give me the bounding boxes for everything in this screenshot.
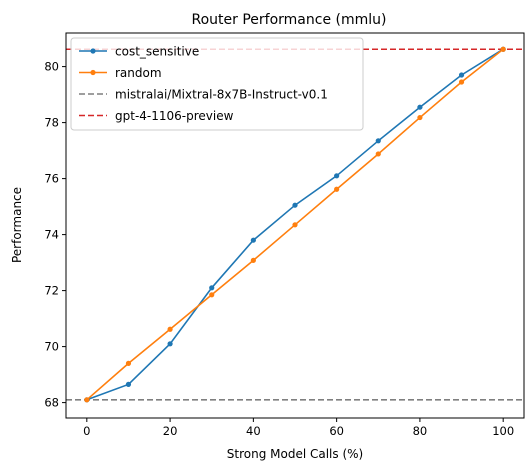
x-tick-label: 60 — [329, 424, 344, 438]
data-point-random-7 — [375, 151, 381, 157]
data-point-random-4 — [250, 257, 256, 263]
legend-box — [70, 37, 364, 131]
data-point-cost_sensitive-3 — [209, 285, 215, 291]
x-tick-label: 20 — [163, 424, 178, 438]
data-point-cost_sensitive-1 — [125, 381, 132, 387]
data-point-cost_sensitive-8 — [417, 104, 423, 110]
data-point-random-0 — [84, 397, 90, 403]
data-point-random-9 — [458, 79, 465, 85]
data-point-random-10 — [500, 46, 506, 52]
x-axis-label: Strong Model Calls (%) — [227, 447, 363, 461]
data-point-cost_sensitive-2 — [167, 341, 173, 347]
y-axis-label: Performance — [10, 187, 24, 263]
x-axis: 0 20 40 60 80 100 — [83, 418, 514, 438]
data-point-cost_sensitive-9 — [458, 72, 465, 78]
y-tick-label: 68 — [44, 396, 59, 410]
legend-label-3: gpt-4-1106-preview — [115, 109, 234, 123]
x-tick-label: 100 — [492, 424, 514, 438]
x-tick-label: 0 — [83, 424, 90, 438]
data-point-random-3 — [209, 292, 215, 298]
data-point-random-6 — [334, 186, 340, 192]
y-tick-label: 78 — [44, 116, 59, 130]
legend-label-2: mistralai/Mixtral-8x7B-Instruct-v0.1 — [115, 88, 328, 102]
data-point-cost_sensitive-6 — [334, 173, 340, 179]
x-tick-label: 40 — [246, 424, 261, 438]
y-tick-label: 74 — [44, 228, 59, 242]
legend-marker-0 — [90, 48, 96, 54]
y-axis: 68 70 72 74 76 78 80 — [44, 60, 66, 410]
data-point-cost_sensitive-4 — [250, 237, 256, 243]
y-tick-label: 76 — [44, 172, 59, 186]
y-tick-label: 72 — [44, 284, 59, 298]
legend-label-1: random — [115, 66, 162, 80]
y-tick-label: 70 — [44, 340, 59, 354]
y-tick-label: 80 — [44, 60, 59, 74]
legend-marker-1 — [90, 69, 96, 76]
x-tick-label: 80 — [413, 424, 428, 438]
legend-label-0: cost_sensitive — [115, 45, 199, 59]
data-point-random-5 — [292, 222, 298, 228]
data-point-random-8 — [417, 114, 423, 121]
data-point-random-1 — [125, 360, 132, 366]
data-point-cost_sensitive-5 — [292, 202, 298, 208]
data-point-random-2 — [167, 326, 173, 332]
data-point-cost_sensitive-7 — [375, 138, 381, 144]
chart-title: Router Performance (mmlu) — [192, 12, 387, 28]
series-lines — [84, 46, 506, 403]
plot-frame — [65, 32, 525, 419]
